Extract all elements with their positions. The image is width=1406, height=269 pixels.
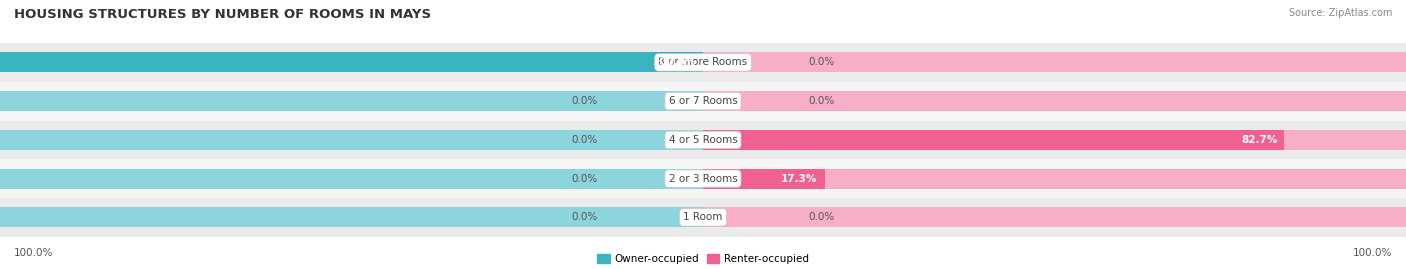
Text: 0.0%: 0.0% [571, 96, 598, 106]
Bar [0, 130, 703, 150]
Text: 2 or 3 Rooms: 2 or 3 Rooms [669, 174, 737, 184]
Bar [0, 91, 703, 111]
Text: 0.0%: 0.0% [808, 212, 835, 222]
Bar [0, 198, 1406, 237]
Bar [0, 207, 703, 227]
Bar [703, 169, 1406, 189]
Text: 82.7%: 82.7% [1241, 135, 1278, 145]
Bar [0, 52, 703, 72]
Text: 0.0%: 0.0% [571, 212, 598, 222]
Text: 17.3%: 17.3% [782, 174, 818, 184]
Text: 4 or 5 Rooms: 4 or 5 Rooms [669, 135, 737, 145]
Bar [703, 52, 1406, 72]
Text: 100.0%: 100.0% [14, 248, 53, 258]
Text: 1 Room: 1 Room [683, 212, 723, 222]
Bar [0, 159, 1406, 198]
Bar [703, 130, 1406, 150]
Legend: Owner-occupied, Renter-occupied: Owner-occupied, Renter-occupied [598, 254, 808, 264]
Text: Source: ZipAtlas.com: Source: ZipAtlas.com [1288, 8, 1392, 18]
Bar [0, 169, 703, 189]
Bar [0, 82, 1406, 121]
Text: 0.0%: 0.0% [571, 135, 598, 145]
Text: 8 or more Rooms: 8 or more Rooms [658, 57, 748, 68]
Text: 100.0%: 100.0% [652, 57, 696, 68]
Bar [0, 43, 1406, 82]
Bar [703, 207, 1406, 227]
Bar [703, 91, 1406, 111]
Bar [0, 52, 703, 72]
Bar [703, 169, 824, 189]
Text: 6 or 7 Rooms: 6 or 7 Rooms [669, 96, 737, 106]
Text: 0.0%: 0.0% [571, 174, 598, 184]
Text: HOUSING STRUCTURES BY NUMBER OF ROOMS IN MAYS: HOUSING STRUCTURES BY NUMBER OF ROOMS IN… [14, 8, 432, 21]
Text: 100.0%: 100.0% [1353, 248, 1392, 258]
Text: 0.0%: 0.0% [808, 57, 835, 68]
Text: 0.0%: 0.0% [808, 96, 835, 106]
Bar [0, 121, 1406, 159]
Bar [703, 130, 1285, 150]
